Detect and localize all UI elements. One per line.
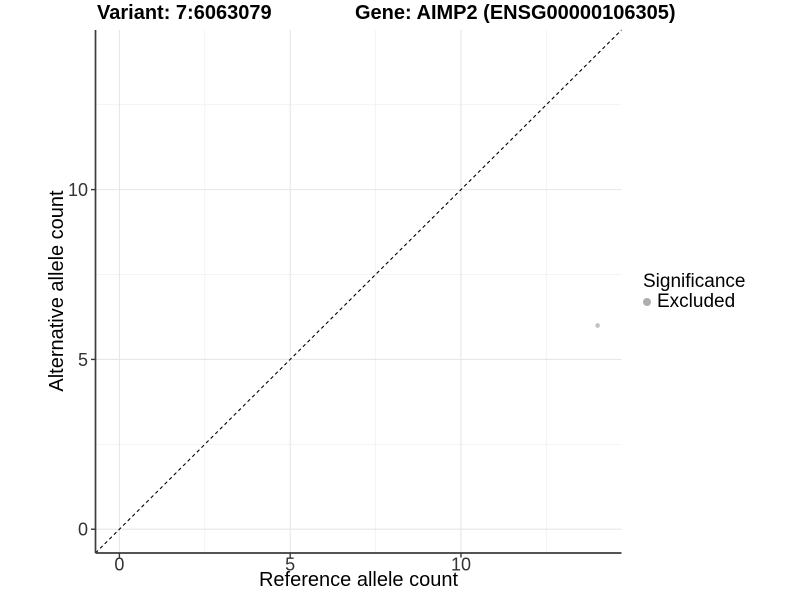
legend-title: Significance (643, 271, 746, 292)
x-axis-title: Reference allele count (258, 569, 458, 591)
legend-key (639, 294, 655, 310)
x-tick-label: 5 (285, 555, 295, 575)
excluded-point-icon (643, 298, 651, 306)
variant-title: Variant: 7:6063079 (97, 2, 272, 24)
y-axis-title: Alternative allele count (46, 190, 68, 392)
legend: Significance Excluded (639, 271, 745, 312)
legend-item-excluded: Excluded (639, 292, 745, 312)
legend-item-label: Excluded (657, 291, 736, 312)
y-tick-label: 10 (68, 180, 88, 200)
x-tick-label: 10 (451, 555, 471, 575)
identity-line (95, 29, 622, 554)
x-tick-label: 0 (114, 555, 124, 575)
y-tick-label: 0 (78, 520, 88, 540)
y-tick-label: 5 (78, 350, 88, 370)
gene-title: Gene: AIMP2 (ENSG00000106305) (355, 2, 676, 24)
data-point-excluded (595, 323, 600, 328)
